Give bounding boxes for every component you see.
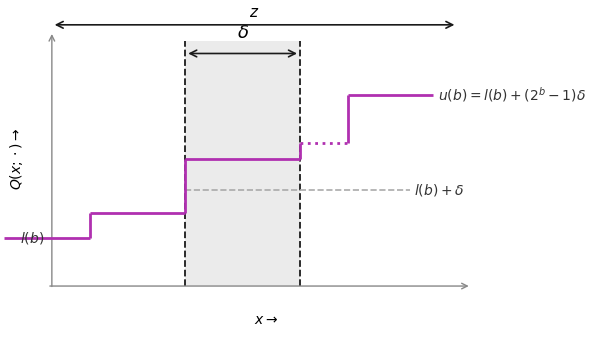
Text: $\delta$: $\delta$: [237, 24, 249, 42]
Text: $u(b) = l(b) + (2^b - 1)\delta$: $u(b) = l(b) + (2^b - 1)\delta$: [438, 86, 586, 104]
Text: $x \rightarrow$: $x \rightarrow$: [255, 313, 279, 328]
Text: $l(b) + \delta$: $l(b) + \delta$: [414, 183, 465, 198]
Text: $l(b)$: $l(b)$: [21, 230, 45, 246]
Bar: [185, 41, 300, 286]
Text: $z$: $z$: [249, 5, 260, 20]
Text: $Q(x;\cdot) \rightarrow$: $Q(x;\cdot) \rightarrow$: [8, 127, 25, 190]
